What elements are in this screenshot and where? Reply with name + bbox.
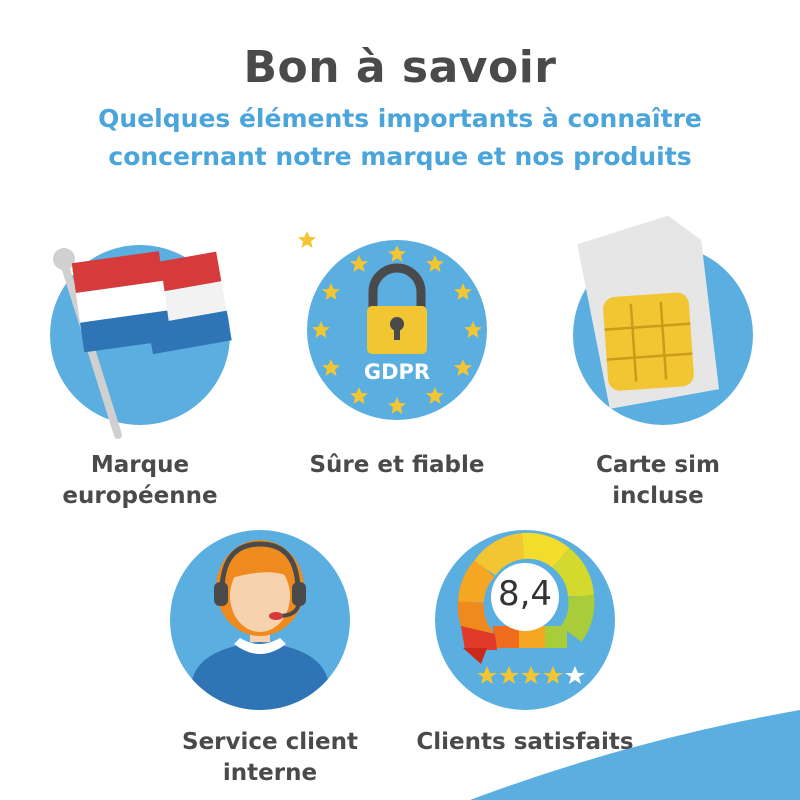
customer-service-agent-icon	[192, 540, 328, 710]
rating-star-1	[477, 666, 497, 684]
decorative-wave	[470, 710, 800, 800]
label-line-1: Carte sim	[596, 452, 720, 478]
rating-star-2	[499, 666, 519, 684]
label-line-1: Clients satisfaits	[416, 729, 634, 755]
label-line-2: incluse	[612, 483, 704, 509]
feature-label-customer-service: Service client interne	[160, 727, 380, 789]
subtitle-line-1: Quelques éléments importants à connaître	[98, 104, 702, 133]
page-title: Bon à savoir	[243, 42, 557, 93]
feature-circle-customer-service	[170, 530, 350, 710]
subtitle-line-2: concernant notre marque et nos produits	[108, 142, 692, 171]
rating-stars	[477, 666, 585, 684]
eu-stars	[298, 231, 316, 248]
feature-label-sim: Carte sim incluse	[558, 450, 758, 512]
rating-star-4	[543, 666, 563, 684]
sim-card-icon	[577, 215, 719, 409]
gdpr-lock-icon	[298, 231, 482, 414]
label-line-1: Service client	[182, 729, 358, 755]
label-line-1: Sûre et fiable	[309, 452, 485, 478]
label-line-1: Marque	[90, 452, 190, 478]
rating-star-5	[565, 666, 585, 684]
rating-star-3	[521, 666, 541, 684]
feature-circle-satisfied: 8,4	[435, 530, 615, 710]
feature-label-european-brand: Marque européenne	[40, 450, 240, 512]
label-line-2: européenne	[62, 483, 218, 509]
rating-gauge-icon	[457, 532, 595, 684]
feature-circle-european-brand	[50, 245, 232, 439]
gdpr-badge: GDPR	[363, 360, 431, 384]
rating-score: 8,4	[497, 574, 553, 614]
label-line-2: interne	[222, 760, 318, 786]
feature-circle-secure: GDPR	[298, 231, 487, 420]
feature-label-secure: Sûre et fiable	[297, 450, 497, 481]
flag-icon	[53, 248, 232, 439]
feature-label-satisfied: Clients satisfaits	[405, 727, 645, 758]
page-subtitle: Quelques éléments importants à connaître…	[0, 100, 800, 176]
feature-circle-sim	[573, 215, 753, 425]
